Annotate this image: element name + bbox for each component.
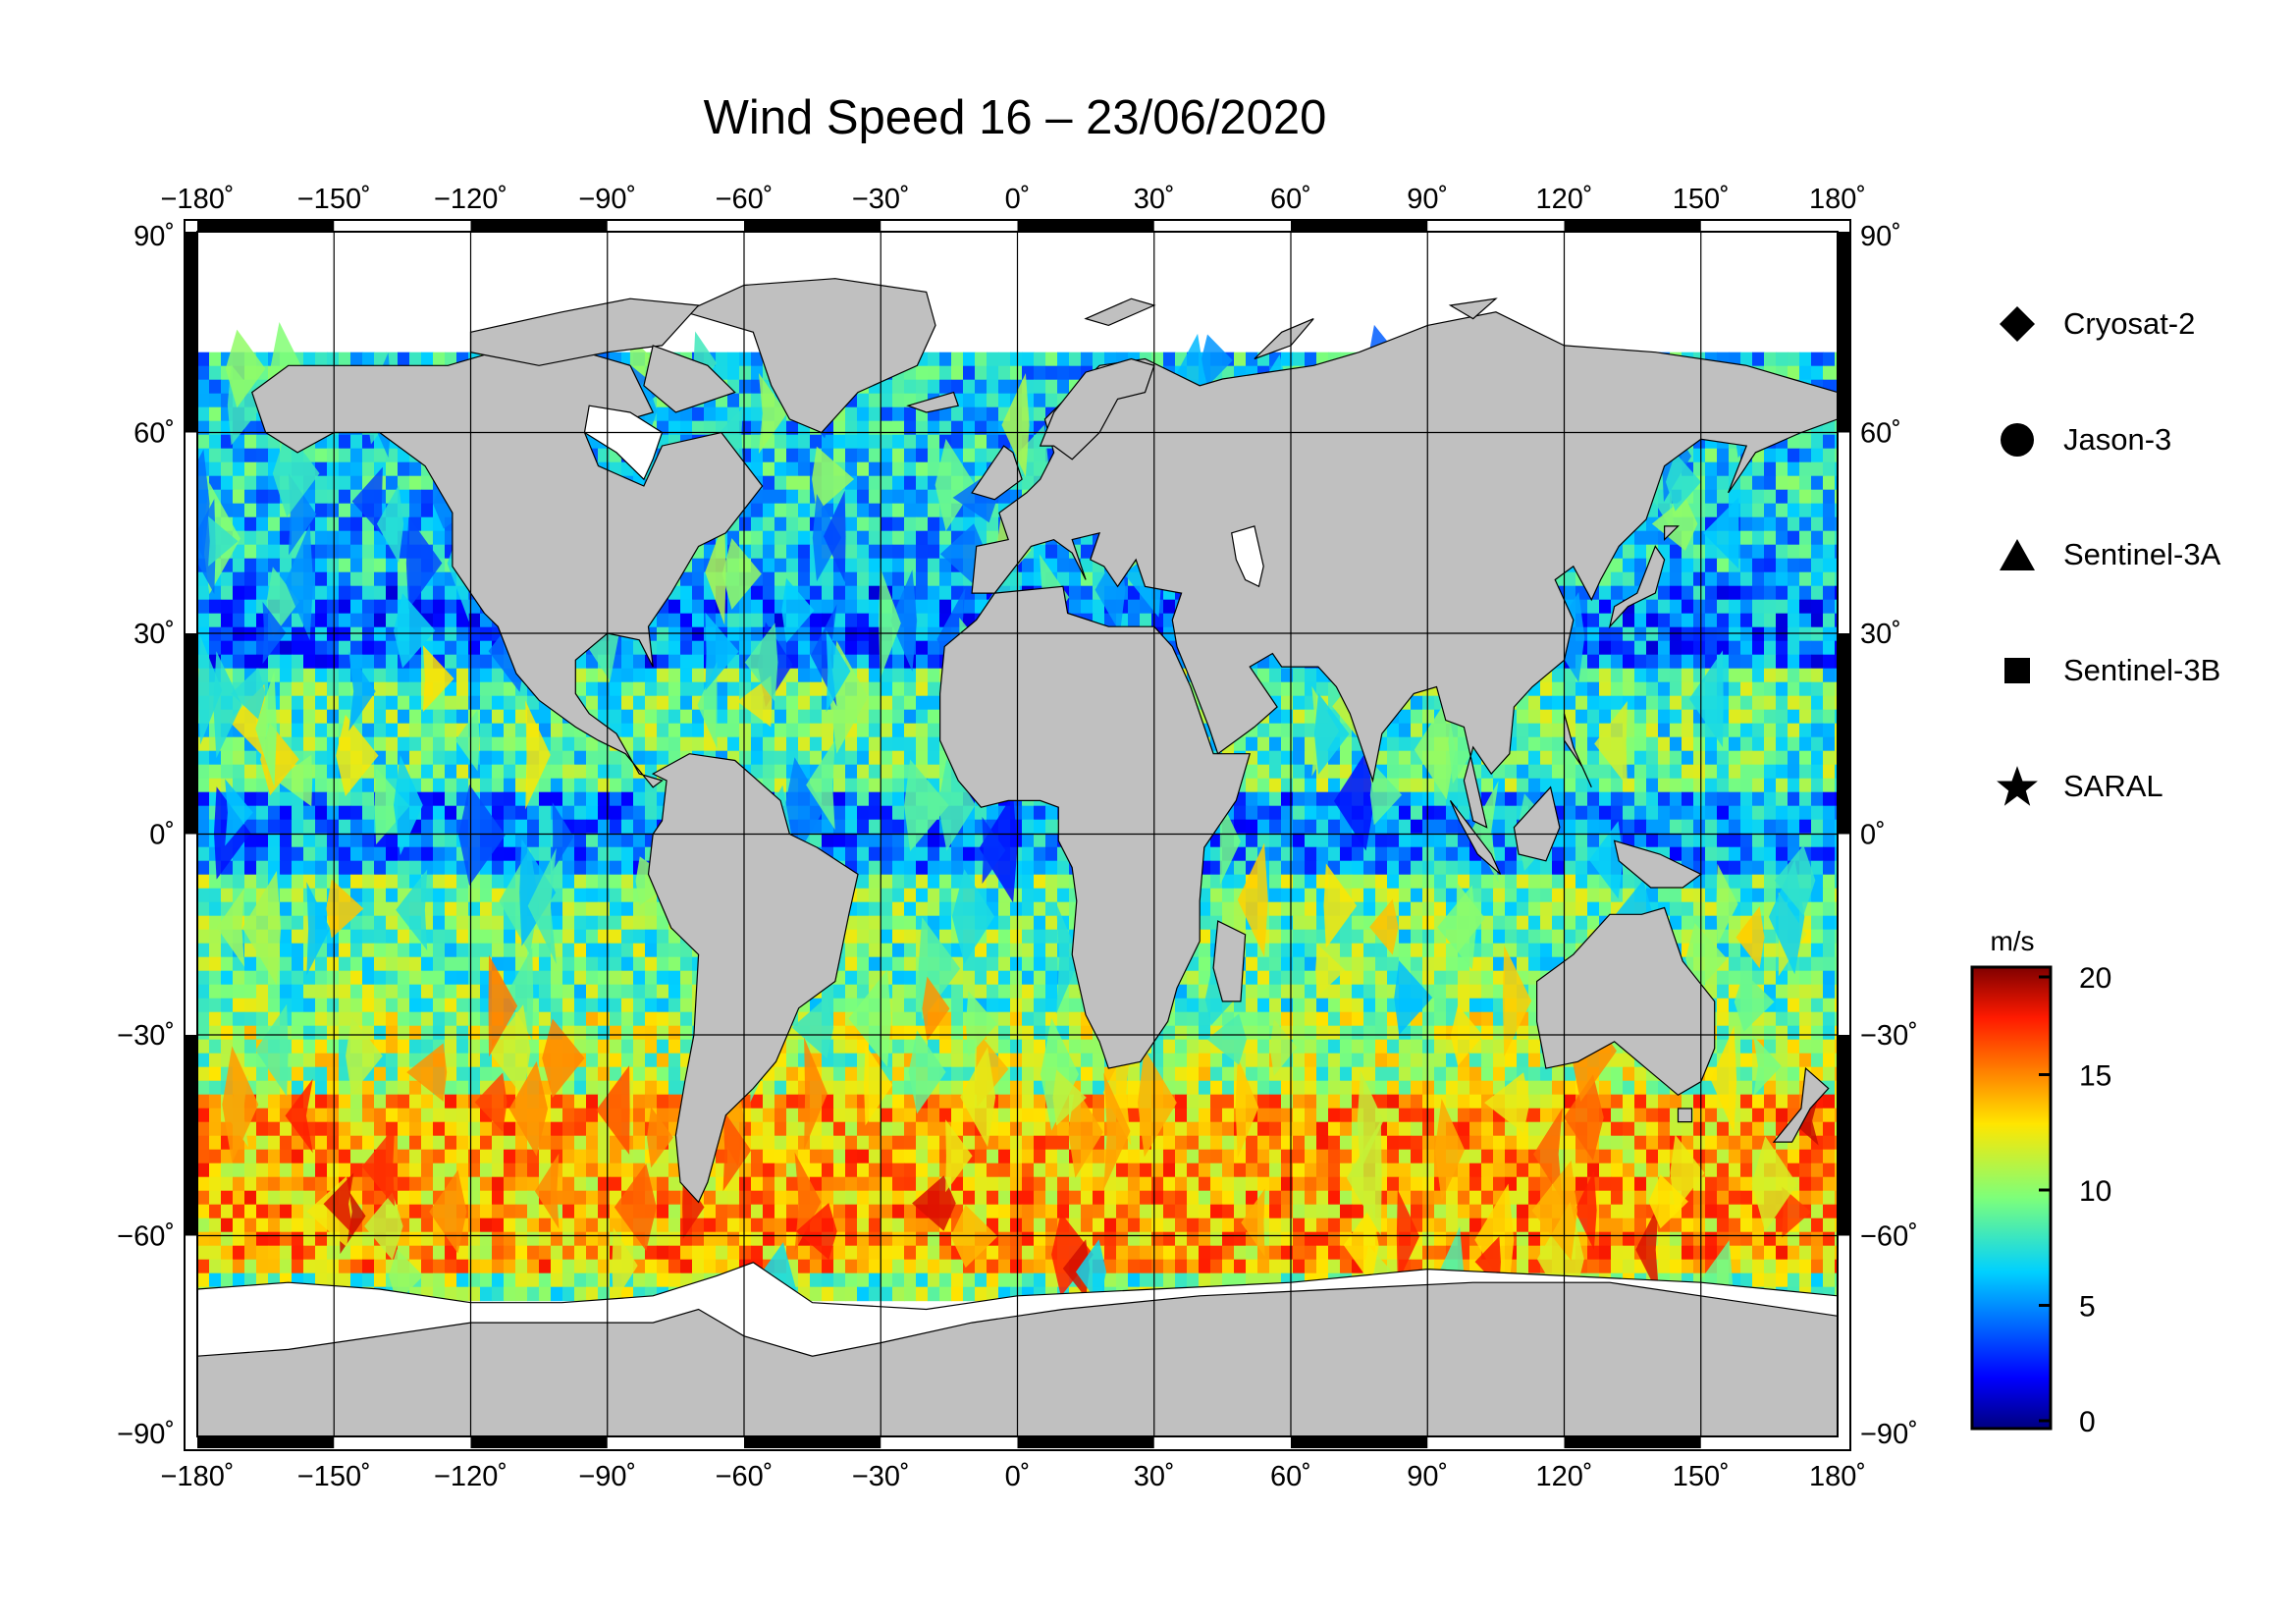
lon-tick-label: −180˚ [161,1461,235,1492]
scandinavia [1039,357,1155,460]
square-icon [1993,646,2042,695]
lat-tick-label: 60˚ [133,418,175,450]
lat-tick-label: 90˚ [1860,221,1901,252]
lat-tick-label: −90˚ [117,1419,175,1450]
colorbar-tick-label: 20 [2079,962,2111,995]
colorbar-tick-label: 15 [2079,1060,2111,1093]
lon-tick-label: 150˚ [1673,184,1730,215]
new-guinea [1613,839,1702,889]
colorbar-tick-label: 5 [2079,1291,2096,1324]
legend-item-sentinel-3b: Sentinel-3B [1993,646,2220,695]
colorbar-unit: m/s [1990,926,2034,956]
north-america [250,345,764,788]
colorbar-ticks: 20 15 10 5 0 [2039,962,2111,1438]
british-isles [971,445,1023,501]
legend-label: SARAL [2063,769,2163,803]
lon-tick-label: 120˚ [1535,184,1592,215]
hokkaido [1663,525,1680,542]
lon-tick-label: 120˚ [1535,1461,1592,1492]
lon-tick-label: −60˚ [716,184,774,215]
lat-tick-label: 90˚ [133,221,175,252]
lat-tick-label: −30˚ [117,1020,175,1052]
frame-ticks [185,220,1850,1448]
lon-tick-label: 150˚ [1673,1461,1730,1492]
lon-tick-label: −90˚ [578,1461,636,1492]
lon-tick-label: −90˚ [578,184,636,215]
japan [1608,545,1666,629]
lon-tick-label: −180˚ [161,184,235,215]
legend-label: Jason-3 [2063,422,2172,457]
lon-tick-label: −150˚ [297,184,371,215]
borneo [1513,785,1561,862]
lon-tick-label: 30˚ [1134,1461,1175,1492]
lon-tick-label: 30˚ [1134,184,1175,215]
iceland [906,391,959,413]
lon-tick-label: −120˚ [434,1461,507,1492]
lat-labels-right: 90˚ 60˚ 30˚ 0˚ −30˚ −60˚ −90˚ [1860,221,1918,1450]
star-icon [1993,762,2042,811]
lon-tick-label: 60˚ [1270,184,1311,215]
lon-tick-label: −30˚ [852,184,910,215]
circle-icon [1993,415,2042,464]
lon-tick-label: 180˚ [1809,184,1866,215]
lat-tick-label: 30˚ [133,619,175,650]
lat-tick-label: −60˚ [117,1221,175,1253]
lon-tick-label: 90˚ [1407,184,1448,215]
lon-tick-label: −60˚ [716,1461,774,1492]
legend-label: Cryosat-2 [2063,306,2196,341]
hudson-bay [583,405,664,481]
lon-tick-label: 180˚ [1809,1461,1866,1492]
legend-label: Sentinel-3B [2063,653,2221,687]
madagascar [1212,920,1247,1002]
lon-tick-label: −30˚ [852,1461,910,1492]
legend-item-jason-3: Jason-3 [1993,415,2171,464]
lat-labels-left: 90˚ 60˚ 30˚ 0˚ −30˚ −60˚ −90˚ [117,221,175,1450]
lat-tick-label: −60˚ [1860,1221,1918,1253]
lon-tick-label: −120˚ [434,184,507,215]
greenland [682,278,936,434]
map-title: Wind Speed 16 – 23/06/2020 [703,91,1327,144]
lat-tick-label: 60˚ [1860,418,1901,450]
colorbar-tick-label: 10 [2079,1175,2111,1208]
eurasia [971,311,1838,829]
severnaya-zemlya [1448,298,1498,320]
lat-tick-label: −90˚ [1860,1419,1918,1450]
lon-tick-label: 90˚ [1407,1461,1448,1492]
lat-tick-label: 0˚ [1860,820,1886,851]
legend-item-saral: SARAL [1993,762,2163,811]
lon-tick-label: 0˚ [1005,1461,1031,1492]
sumatra [1449,800,1502,875]
lat-tick-label: −30˚ [1860,1020,1918,1052]
lon-tick-label: 60˚ [1270,1461,1311,1492]
graticule [197,232,1838,1436]
lon-labels-top: −180˚ −150˚ −120˚ −90˚ −60˚ −30˚ 0˚ 30˚ 60˚ 90˚ 12… [161,184,1867,215]
legend-label: Sentinel-3A [2063,537,2221,571]
arctic-islands [469,298,700,366]
colorbar [1970,965,2053,1431]
caspian-sea [1231,525,1264,588]
triangle-icon [1993,530,2042,579]
australia [1535,906,1716,1097]
tasmania [1677,1108,1693,1123]
legend-item-sentinel-3a: Sentinel-3A [1993,530,2220,579]
lat-tick-label: 0˚ [149,820,175,851]
baffin-island [643,345,736,413]
south-america [647,753,859,1204]
lon-tick-label: 0˚ [1005,184,1031,215]
new-zealand [1772,1066,1830,1143]
lat-tick-label: 30˚ [1860,619,1901,650]
legend-item-cryosat-2: Cryosat-2 [1993,299,2195,349]
colorbar-tick-label: 0 [2079,1406,2096,1438]
novaya-zemlya [1254,318,1314,360]
lon-tick-label: −150˚ [297,1461,371,1492]
lon-labels-bottom: −180˚ −150˚ −120˚ −90˚ −60˚ −30˚ 0˚ 30˚ 60˚ 90˚ 12… [161,1461,1867,1492]
diamond-icon [1993,299,2042,349]
